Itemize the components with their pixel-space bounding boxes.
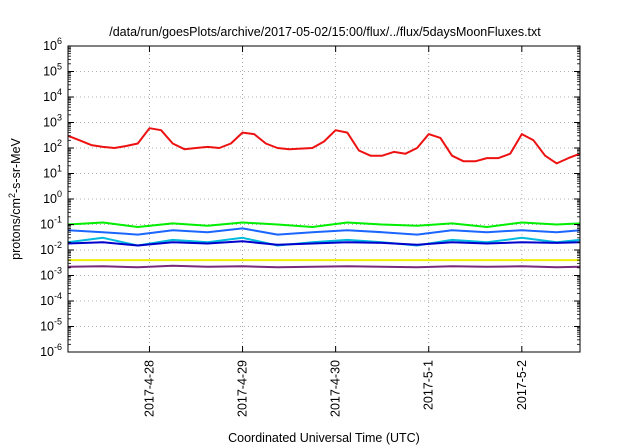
y-tick-labels: 10-6 10-5 10-4 10-3 10-2 10-1 100 101 102 103 104 1… <box>40 36 62 359</box>
y-tick-label: 105 <box>43 62 62 79</box>
y-tick-label: 100 <box>43 189 62 206</box>
x-tick-label: 2017-5-2 <box>515 360 529 410</box>
x-tick-label: 2017-5-1 <box>422 360 436 410</box>
y-tick-label: 104 <box>43 87 62 104</box>
y-axis-label-suffix: -s-sr-MeV <box>9 137 23 193</box>
series-line-1 <box>67 127 581 165</box>
series-line-5 <box>67 240 581 247</box>
series-line-3 <box>67 236 581 247</box>
chart-title: /data/run/goesPlots/archive/2017-05-02/1… <box>109 25 541 39</box>
y-tick-label: 10-6 <box>40 342 62 359</box>
series-line-4 <box>67 227 581 236</box>
x-axis-label: Coordinated Universal Time (UTC) <box>228 431 420 445</box>
grid-lines <box>68 46 580 352</box>
y-tick-label: 10-1 <box>40 215 62 232</box>
y-tick-label: 10-3 <box>40 266 62 283</box>
y-tick-label: 106 <box>43 36 62 53</box>
x-tick-label: 2017-4-29 <box>236 360 250 417</box>
x-tick-label: 2017-4-28 <box>142 360 156 417</box>
y-tick-label: 10-2 <box>40 240 62 257</box>
y-tick-label: 101 <box>43 164 62 181</box>
y-tick-label: 102 <box>43 138 62 155</box>
axis-ticks <box>68 45 580 353</box>
y-axis-label-superscript: 2 <box>7 193 17 198</box>
series-line-2 <box>67 221 581 228</box>
series-line-7 <box>67 264 581 269</box>
y-tick-label: 103 <box>43 113 62 130</box>
y-axis-label: protons/cm2-s-sr-MeV <box>7 137 23 259</box>
x-tick-labels: 2017-4-28 2017-4-29 2017-4-30 2017-5-1 2017-… <box>142 360 528 417</box>
x-tick-label: 2017-4-30 <box>329 360 343 417</box>
y-tick-label: 10-4 <box>40 291 62 308</box>
y-tick-label: 10-5 <box>40 317 62 334</box>
series-layer <box>67 127 581 269</box>
y-axis-label-prefix: protons/cm <box>9 198 23 260</box>
